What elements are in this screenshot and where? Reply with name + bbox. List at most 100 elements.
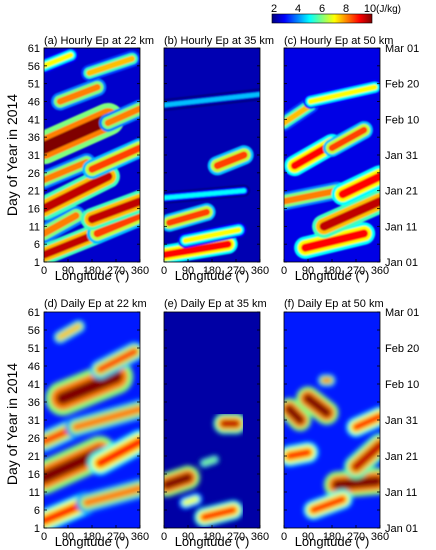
heatmap-feature-core — [351, 440, 380, 472]
x-tick-label: 0 — [41, 531, 47, 543]
x-tick-label: 360 — [131, 265, 149, 277]
heatmap-feature-core — [44, 172, 113, 213]
heatmap-feature-core — [338, 172, 380, 199]
date-tick-label: Jan 01 — [385, 523, 418, 535]
x-tick-label: 90 — [302, 531, 314, 543]
x-tick-label: 270 — [107, 531, 125, 543]
heatmap-panel — [164, 48, 260, 262]
heatmap-feature-core — [307, 84, 378, 105]
x-tick-label: 270 — [227, 531, 245, 543]
y-tick-label: 61 — [28, 307, 40, 319]
x-tick-label: 0 — [161, 531, 167, 543]
heatmap-feature-core — [88, 144, 140, 173]
x-axis-label-b: Longitude (°) — [175, 268, 250, 283]
y-tick-label: 51 — [28, 343, 40, 355]
panel-title-a: (a) Hourly Ep at 22 km — [44, 35, 154, 47]
colorbar-tick-label: 2 — [271, 3, 277, 15]
colorbar-tick-label: 8 — [343, 3, 349, 15]
y-tick-label: 31 — [28, 150, 40, 162]
x-tick-label: 270 — [347, 265, 365, 277]
heatmap-feature-core — [213, 151, 248, 170]
heatmap-feature-core — [285, 448, 312, 460]
heatmap-feature-core — [164, 473, 193, 490]
y-tick-label: 36 — [28, 397, 40, 409]
panel-title-f: (f) Daily Ep at 50 km — [284, 298, 384, 310]
date-tick-label: Mar 01 — [385, 43, 419, 55]
y-tick-label: 41 — [28, 114, 40, 126]
y-tick-label: 56 — [28, 325, 40, 337]
colorbar-tick-label: 10 — [364, 3, 376, 15]
heatmap-panel — [284, 48, 380, 262]
x-tick-label: 270 — [107, 265, 125, 277]
x-tick-label: 180 — [203, 265, 221, 277]
y-tick-label: 61 — [28, 43, 40, 55]
y-tick-label: 26 — [28, 433, 40, 445]
heatmap-feature-core — [328, 126, 368, 152]
heatmap-feature-core — [182, 496, 199, 506]
date-tick-label: Jan 21 — [385, 186, 418, 198]
heatmap-feature-core — [57, 323, 82, 340]
y-tick-label: 41 — [28, 379, 40, 391]
heatmap-panel — [284, 312, 380, 528]
x-tick-label: 90 — [182, 265, 194, 277]
date-tick-label: Jan 21 — [385, 451, 418, 463]
x-axis-label-d: Longitude (°) — [55, 534, 130, 549]
heatmap-feature-core — [95, 437, 140, 468]
y-tick-label: 31 — [28, 415, 40, 427]
x-axis-label-f: Longitude (°) — [295, 534, 370, 549]
panel-title-d: (d) Daily Ep at 22 km — [44, 298, 147, 310]
date-tick-label: Feb 10 — [385, 114, 419, 126]
y-tick-label: 26 — [28, 168, 40, 180]
x-tick-label: 0 — [161, 265, 167, 277]
colorbar-ticks: 2 4 6 8 10 — [271, 3, 376, 15]
y-tick-label: 46 — [28, 361, 40, 373]
y-tick-label: 1 — [34, 257, 40, 269]
x-tick-label: 360 — [251, 265, 269, 277]
heatmap-feature-core — [96, 347, 139, 374]
date-tick-label: Mar 01 — [385, 307, 419, 319]
x-tick-label: 90 — [62, 531, 74, 543]
heatmap-feature-core — [87, 197, 140, 224]
heatmap-feature-core — [44, 212, 80, 238]
x-tick-label: 0 — [281, 531, 287, 543]
heatmap-feature-core — [82, 484, 140, 507]
y-tick-label: 11 — [29, 221, 40, 233]
heatmap-feature-core — [201, 457, 217, 466]
heatmap-feature-core — [301, 229, 369, 252]
heatmap-feature-core — [319, 196, 380, 231]
x-tick-label: 180 — [323, 531, 341, 543]
y-axis-label-bottom: Day of Year in 2014 — [4, 363, 20, 485]
heatmap-feature-core — [44, 52, 74, 69]
date-tick-label: Jan 31 — [385, 415, 418, 427]
x-tick-label: 360 — [251, 531, 269, 543]
y-tick-label: 11 — [29, 487, 40, 499]
x-tick-label: 0 — [281, 265, 287, 277]
heatmap-feature-core — [303, 393, 332, 418]
panel-title-b: (b) Hourly Ep at 35 km — [164, 35, 274, 47]
colorbar: 2 4 6 8 10 (J/kg) — [271, 3, 401, 24]
x-tick-label: 90 — [302, 265, 314, 277]
y-tick-label: 16 — [28, 204, 40, 216]
heatmap-feature-core — [86, 55, 136, 76]
y-tick-label: 21 — [28, 186, 40, 198]
heatmap-feature-core — [182, 227, 242, 244]
y-tick-label: 16 — [28, 469, 40, 481]
heatmap-feature-core — [200, 506, 237, 521]
panel-title-c: (c) Hourly Ep at 50 km — [284, 35, 393, 47]
heatmap-feature-core — [166, 208, 210, 227]
x-tick-label: 180 — [203, 531, 221, 543]
x-tick-label: 360 — [371, 531, 389, 543]
heatmap-feature-core — [72, 405, 140, 432]
y-tick-label: 51 — [28, 79, 40, 91]
heatmap-feature-core — [44, 113, 115, 154]
heatmap-panel — [164, 312, 260, 528]
x-tick-label: 180 — [83, 265, 101, 277]
date-tick-label: Feb 20 — [385, 79, 419, 91]
heatmap-feature-core — [332, 476, 380, 490]
heatmap-feature-core — [164, 240, 232, 259]
heatmap-feature-core — [93, 211, 140, 238]
heatmap-panel — [44, 48, 140, 262]
heatmap-feature-core — [44, 158, 90, 184]
heatmap-feature-core — [104, 105, 140, 127]
